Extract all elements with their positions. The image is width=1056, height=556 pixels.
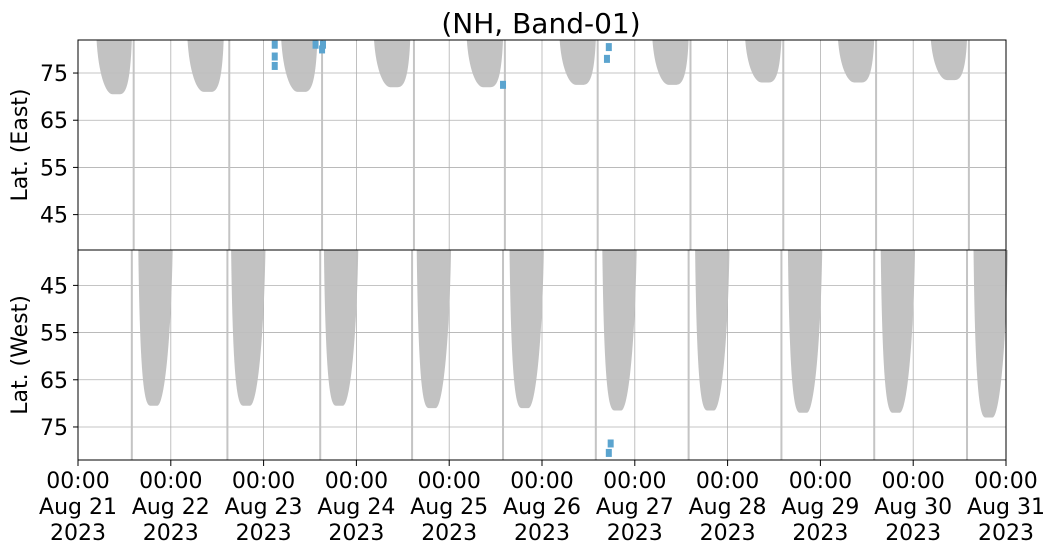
- x-tick-label: 00:00 Aug 21 2023: [39, 469, 117, 546]
- x-tick-label: 00:00 Aug 30 2023: [874, 469, 952, 546]
- y-axis-label-east: Lat. (East): [8, 89, 33, 202]
- coverage-swath: [973, 250, 1008, 418]
- coverage-swath: [96, 40, 132, 95]
- coverage-swath: [416, 250, 452, 409]
- coverage-swath: [880, 250, 916, 413]
- west-panel: 75 65 55 45: [40, 249, 1008, 461]
- coverage-swath: [745, 40, 782, 83]
- y-axis-label-west: Lat. (West): [8, 295, 33, 415]
- y-tick-label: 65: [40, 109, 68, 134]
- coverage-swath: [559, 40, 596, 85]
- y-tick-label: 55: [40, 156, 68, 181]
- x-tick-label: 00:00 Aug 25 2023: [410, 469, 488, 546]
- detection-pixel: [605, 43, 612, 52]
- coverage-swath: [374, 40, 411, 88]
- coverage-swath: [787, 250, 823, 413]
- coverage-swath: [138, 250, 173, 406]
- y-tick-label: 45: [40, 274, 68, 299]
- detection-pixel: [500, 80, 507, 89]
- coverage-swath: [466, 40, 504, 88]
- detection-pixel: [603, 54, 610, 63]
- x-tick-label: 00:00 Aug 22 2023: [132, 469, 210, 546]
- y-tick-label: 45: [40, 204, 68, 229]
- coverage-swath: [509, 250, 544, 409]
- detection-pixel: [319, 40, 326, 49]
- y-tick-label: 75: [40, 62, 68, 87]
- coverage-swath: [323, 250, 359, 406]
- x-tick-label: 00:00 Aug 27 2023: [596, 469, 674, 546]
- x-tick-label: 00:00 Aug 24 2023: [317, 469, 395, 546]
- coverage-swath: [602, 250, 637, 411]
- y-tick-label: 65: [40, 369, 68, 394]
- detection-pixel: [271, 40, 278, 49]
- coverage-swath: [187, 40, 224, 92]
- detection-pixel: [312, 40, 319, 49]
- east-panel: 45 55 65 75: [40, 39, 1007, 251]
- detection-pixel: [271, 52, 278, 61]
- x-tick-label: 00:00 Aug 23 2023: [225, 469, 303, 546]
- y-tick-label: 55: [40, 322, 68, 347]
- x-tick-label: 00:00 Aug 26 2023: [503, 469, 581, 546]
- detection-pixel: [605, 448, 612, 457]
- coverage-swath: [281, 40, 318, 92]
- coverage-swath: [695, 250, 730, 411]
- chart-title: (NH, Band-01): [441, 7, 640, 40]
- coverage-swath: [231, 250, 266, 406]
- x-tick-label: 00:00 Aug 28 2023: [689, 469, 767, 546]
- coverage-swath: [838, 40, 875, 83]
- x-tick-label: 00:00 Aug 29 2023: [781, 469, 859, 546]
- detection-pixel: [319, 45, 326, 54]
- detection-pixel: [271, 61, 278, 70]
- x-tick-label: 00:00 Aug 31 2023: [967, 469, 1045, 546]
- coverage-swath: [930, 40, 968, 81]
- coverage-swath: [652, 40, 689, 85]
- detection-pixel: [607, 439, 614, 448]
- y-tick-label: 75: [40, 416, 68, 441]
